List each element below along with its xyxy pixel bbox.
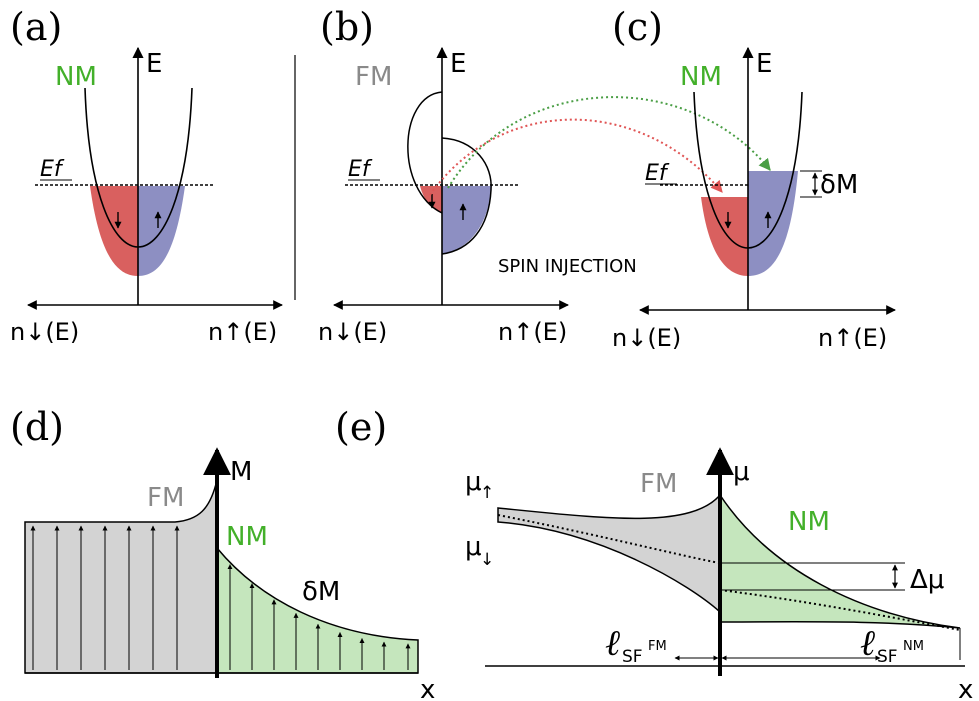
panel-a-axis-left-label: n↓(E)	[10, 318, 79, 346]
panel-c-fermi-label: Ef	[645, 161, 670, 186]
panel-c-spin-up-band	[748, 171, 798, 276]
panel-e-equilibrium-line	[497, 514, 721, 564]
panel-a-energy-label: E	[146, 49, 162, 79]
panel-b-spin-up-band	[442, 186, 491, 254]
panel-d-y-axis-label: M	[230, 457, 252, 487]
panel-e-ell-nm-symbol: ℓ	[860, 623, 875, 664]
panel-b-label: (b)	[320, 5, 374, 49]
panel-d-fm-label: FM	[147, 483, 184, 513]
panel-e-nm-label: NM	[788, 507, 830, 537]
panel-d-x-axis-label: x	[420, 675, 435, 701]
panel-e-mu-up-arrow: ↑	[480, 483, 494, 503]
panel-c-label: (c)	[612, 5, 663, 49]
panel-e-ell-fm-sup: FM	[648, 639, 667, 654]
panel-d-nm-region	[216, 545, 419, 674]
panel-c: (c) NM E Ef δM n↓(E) n↑(E)	[612, 5, 896, 352]
panel-b-axis-left-label: n↓(E)	[318, 318, 387, 346]
panel-e-x-axis-label: x	[958, 675, 973, 701]
panel-e-delta-mu-label: Δμ	[910, 565, 944, 595]
panel-b-fermi-label: Ef	[348, 157, 373, 182]
panel-e: (e) Δμ μ x FM NM μ ↑ μ ↓ ℓ SF FM ℓ SF NM	[335, 405, 973, 701]
panel-b-spin-up-dos	[441, 137, 492, 255]
panel-a-axis-right-label: n↑(E)	[208, 318, 277, 346]
panel-e-mu-down-label: μ	[465, 532, 482, 562]
panel-d-fm-arrows	[30, 525, 180, 670]
injection-arrow-spin-down	[429, 118, 723, 196]
panel-b-spin-down-band	[420, 186, 442, 213]
panel-b-spin-down-dos	[407, 91, 443, 214]
panel-d-label: (d)	[10, 405, 64, 449]
panel-b: (b) FM E Ef n↓(E) n↑(E)	[318, 5, 569, 346]
panel-c-energy-label: E	[756, 49, 772, 79]
panel-b-energy-label: E	[450, 49, 466, 79]
panel-e-label: (e)	[335, 405, 387, 449]
panel-c-axis-left-label: n↓(E)	[612, 324, 681, 352]
panel-e-ell-nm-sup: NM	[903, 639, 924, 654]
panel-a: (a) NM E Ef n↓(E) n↑(E)	[10, 5, 283, 346]
panel-d-nm-label: NM	[226, 522, 268, 552]
panel-a-fermi-label: Ef	[40, 157, 65, 182]
panel-c-material-label: NM	[680, 62, 722, 92]
panel-d-fm-region	[24, 479, 218, 674]
panel-a-label: (a)	[10, 5, 62, 49]
panel-e-nm-region	[719, 492, 961, 629]
panel-d-nm-arrows	[227, 564, 411, 670]
panel-e-equilibrium-line-nm	[719, 589, 961, 631]
panel-b-material-label: FM	[355, 62, 392, 92]
panel-a-material-label: NM	[55, 62, 97, 92]
panel-d-delta-label: δM	[302, 577, 340, 607]
panel-b-axis-right-label: n↑(E)	[498, 318, 567, 346]
panel-e-ell-nm-sub: SF	[877, 647, 898, 667]
panel-c-axis-right-label: n↑(E)	[818, 324, 887, 352]
spin-injection-label: SPIN INJECTION	[498, 256, 637, 277]
panel-e-ell-fm-sub: SF	[622, 647, 643, 667]
panel-e-ell-fm-symbol: ℓ	[605, 623, 620, 664]
panel-c-spin-down-band	[701, 197, 748, 276]
panel-e-fm-label: FM	[640, 469, 677, 499]
injection-arrow-spin-up	[447, 96, 771, 189]
panel-e-mu-down-arrow: ↓	[480, 550, 494, 570]
panel-c-delta-label: δM	[820, 170, 858, 200]
panel-e-y-axis-label: μ	[733, 457, 750, 487]
panel-d: (d) M x FM NM δM	[10, 405, 435, 701]
panel-e-fm-region	[497, 492, 721, 614]
panel-e-mu-up-label: μ	[465, 467, 482, 497]
